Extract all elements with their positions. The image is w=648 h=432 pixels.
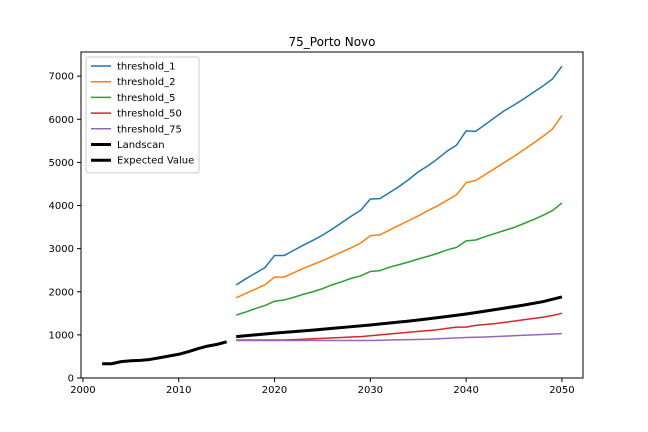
y-tick-label: 4000 [49, 201, 74, 212]
legend-label-expected-value: Expected Value [117, 156, 194, 167]
y-tick-label: 3000 [49, 244, 74, 255]
x-tick-label: 2050 [549, 385, 574, 396]
legend-label-landscan: Landscan [117, 140, 165, 151]
legend-box [85, 56, 200, 174]
y-tick-label: 0 [68, 374, 74, 385]
series-layer [102, 65, 563, 366]
y-tick-label: 5000 [49, 158, 74, 169]
series-line-landscan [102, 340, 228, 366]
series-line-threshold-5 [235, 202, 563, 316]
legend-label-threshold-75: threshold_75 [117, 124, 182, 135]
legend-label-threshold-50: threshold_50 [117, 109, 182, 120]
series-line-threshold-75 [236, 332, 562, 342]
x-tick-label: 2040 [453, 385, 478, 396]
x-tick-label: 2020 [262, 385, 287, 396]
legend-label-threshold-2: threshold_2 [117, 77, 175, 88]
y-tick-label: 1000 [49, 330, 74, 341]
chart-title: 75_Porto Novo [289, 35, 376, 49]
y-tick-label: 2000 [49, 287, 74, 298]
legend-label-threshold-5: threshold_5 [117, 93, 175, 104]
y-tick-label: 7000 [49, 72, 74, 83]
y-axis: 0 1000 2000 3000 4000 5000 6000 7000 [49, 72, 81, 385]
series-line-threshold-1 [235, 65, 563, 286]
legend: threshold_1 threshold_2 threshold_5thresho… [85, 56, 200, 174]
x-tick-label: 2030 [358, 385, 383, 396]
series-line-expected-value [236, 295, 563, 339]
x-axis: 2000 2010 2020 2030 2040 2050 [70, 378, 575, 396]
legend-label-threshold-1: threshold_1 [117, 62, 175, 73]
series-line-threshold-2 [235, 114, 563, 299]
plot-frame [80, 51, 584, 379]
x-tick-label: 2000 [70, 385, 95, 396]
x-tick-label: 2010 [166, 385, 191, 396]
y-tick-label: 6000 [49, 115, 74, 126]
